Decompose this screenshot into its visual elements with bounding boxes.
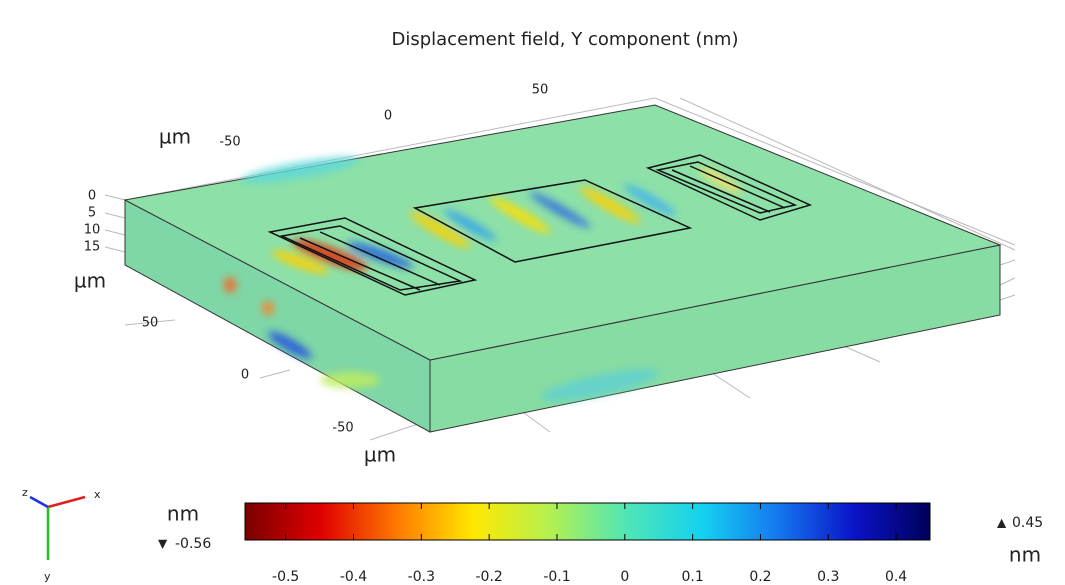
z-tick-label: 15 — [84, 240, 101, 255]
max-marker: ▲ — [997, 516, 1007, 530]
colorbar-tick-label: -0.2 — [475, 569, 502, 585]
colorbar-unit: nm — [1009, 543, 1041, 567]
colorbar-tick-label: 0.3 — [817, 569, 839, 585]
colorbar-min: -0.56 — [175, 536, 211, 552]
z-tick-label: 10 — [84, 223, 101, 238]
chart: Displacement field, Y component (nm) — [0, 0, 1065, 585]
colorbar-tick-label: 0.4 — [885, 569, 907, 585]
y-tick-label: 0 — [241, 368, 249, 383]
chart-title: Displacement field, Y component (nm) — [391, 29, 738, 50]
colorbar-tick-label: -0.5 — [272, 569, 299, 585]
y-axis-label: µm — [364, 443, 396, 467]
colorbar-tick-label: -0.3 — [408, 569, 435, 585]
colorbar-max: 0.45 — [1012, 515, 1043, 531]
triad-label: x — [94, 488, 101, 501]
axis-triad — [30, 497, 85, 560]
y-tick-label: -50 — [332, 421, 353, 436]
colorbar-tick-label: -0.4 — [340, 569, 367, 585]
triad-label: z — [22, 486, 28, 499]
z-axis-label: µm — [74, 269, 106, 293]
min-marker: ▼ — [158, 537, 168, 551]
z-tick-label: 5 — [88, 206, 96, 221]
x-tick-label: -50 — [219, 135, 240, 150]
x-axis-label: µm — [159, 125, 191, 149]
z-tick-label: 0 — [88, 189, 96, 204]
y-tick-label: 50 — [142, 316, 159, 331]
colorbar — [245, 503, 930, 540]
triad-label: y — [44, 570, 51, 583]
colorbar-tick-label: 0 — [620, 569, 629, 585]
colorbar-tick-label: 0.2 — [749, 569, 771, 585]
colorbar-unit: nm — [167, 502, 199, 526]
colorbar-tick-label: 0.1 — [681, 569, 703, 585]
x-tick-label: 50 — [532, 83, 549, 98]
x-tick-label: 0 — [384, 109, 392, 124]
colorbar-tick-label: -0.1 — [543, 569, 570, 585]
